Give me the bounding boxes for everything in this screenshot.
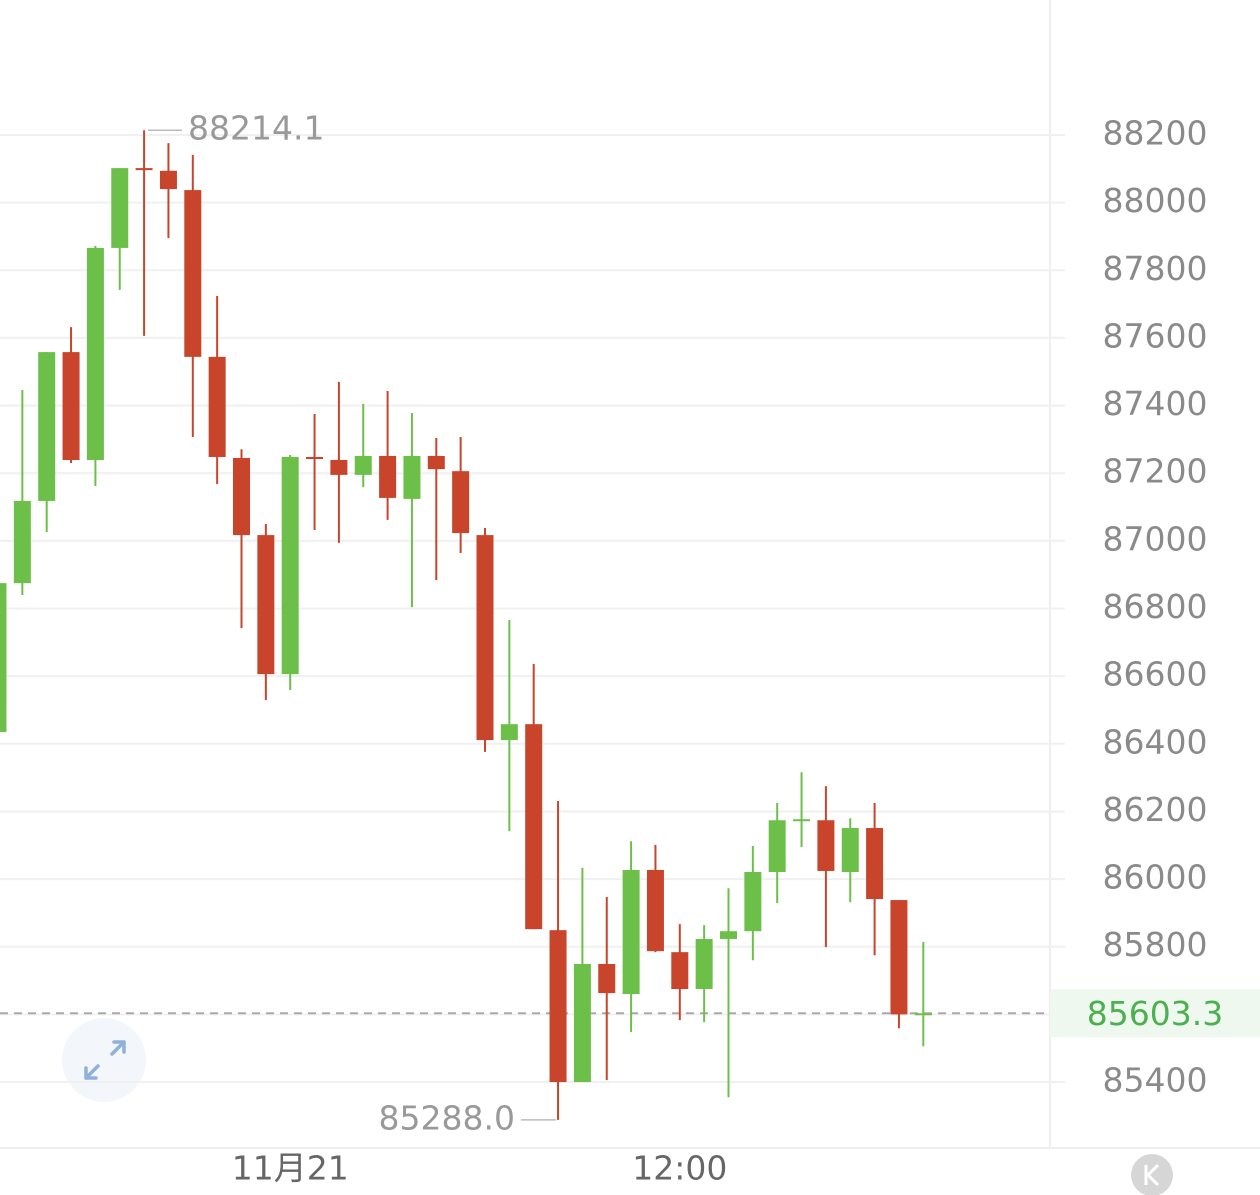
candle-body (573, 963, 591, 1083)
high-annotation: 88214.1 (188, 109, 324, 148)
candle-body (184, 190, 202, 357)
y-tick-label: 86400 (1103, 722, 1208, 761)
y-tick-label: 85800 (1103, 925, 1208, 964)
y-tick-label: 88000 (1103, 181, 1208, 220)
k-circle[interactable] (1131, 1154, 1173, 1195)
candle-body (403, 455, 421, 499)
current-price-box (1050, 989, 1260, 1038)
y-tick-label: 88200 (1103, 113, 1208, 152)
low-annotation: 85288.0 (379, 1098, 515, 1137)
expand-icon[interactable] (84, 1040, 126, 1080)
y-tick-label: 86800 (1103, 587, 1208, 626)
candle-body (38, 352, 56, 501)
candle-body (890, 900, 908, 1015)
y-tick-label: 86200 (1103, 790, 1208, 829)
k-button[interactable] (1131, 1154, 1173, 1195)
y-tick-label: 85400 (1103, 1061, 1208, 1100)
y-tick-label: 86000 (1103, 858, 1208, 897)
candle-body (111, 168, 129, 248)
candle-body (549, 930, 567, 1083)
candle-body (379, 455, 397, 498)
candle-body (914, 1013, 932, 1016)
candle-body (793, 819, 811, 822)
candle-body (622, 869, 640, 995)
y-tick-label: 87000 (1103, 519, 1208, 558)
candle-body (841, 828, 859, 872)
candle-body (671, 952, 689, 990)
candle-body (306, 456, 324, 459)
candle-body (452, 471, 470, 534)
expand-circle[interactable] (62, 1018, 146, 1102)
candle-body (646, 869, 664, 952)
candle-body (525, 724, 543, 930)
expand-button[interactable] (62, 1018, 146, 1102)
k-icon[interactable] (1144, 1163, 1160, 1187)
candle-body (354, 455, 372, 475)
candle-body (257, 535, 275, 675)
current-price-label: 85603.3 (1087, 994, 1223, 1033)
y-tick-label: 86600 (1103, 655, 1208, 694)
y-tick-label: 87400 (1103, 384, 1208, 423)
candle-body (476, 535, 494, 741)
y-tick-label: 87800 (1103, 249, 1208, 288)
candle-body (208, 356, 226, 457)
y-tick-label: 87600 (1103, 316, 1208, 355)
candle-body (159, 170, 177, 190)
y-tick-label: 87200 (1103, 452, 1208, 491)
candle-body (0, 583, 7, 732)
candle-body (86, 247, 104, 461)
candle-body (330, 460, 348, 475)
x-tick-label: 11月21 (232, 1149, 349, 1188)
candle-body (720, 931, 737, 939)
candle-body (744, 871, 762, 932)
candle-body (695, 938, 713, 990)
candle-body (768, 820, 786, 872)
x-tick-label: 12:00 (632, 1149, 727, 1188)
candle-body (13, 500, 31, 584)
candle-body (866, 828, 884, 900)
candle-body (62, 352, 80, 461)
candle-body (135, 168, 153, 171)
candle-body (427, 455, 445, 470)
candle-body (500, 724, 518, 741)
candle-body (817, 820, 835, 871)
candle-body (598, 963, 616, 994)
candle-body (233, 457, 250, 536)
candle-body (281, 456, 299, 675)
